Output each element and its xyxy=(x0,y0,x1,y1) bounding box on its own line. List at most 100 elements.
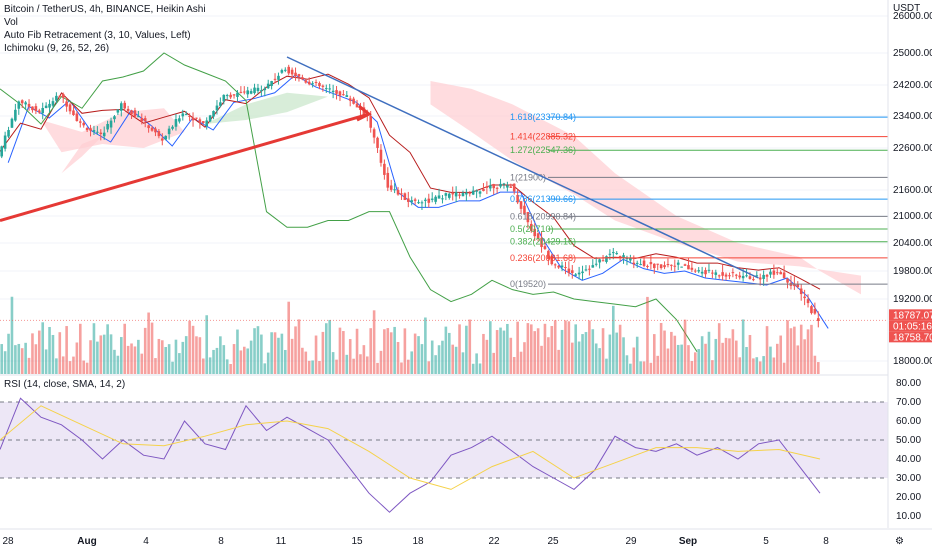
candle-body xyxy=(140,118,144,122)
volume-bar xyxy=(174,339,178,374)
candle-body xyxy=(324,88,328,90)
candle-body xyxy=(369,115,373,128)
candle-body xyxy=(635,262,639,264)
volume-bar xyxy=(191,325,195,374)
candle-body xyxy=(195,117,198,119)
candle-body xyxy=(529,223,533,231)
volume-bar xyxy=(263,363,267,374)
candle-body xyxy=(198,119,202,123)
candle-body xyxy=(379,149,383,163)
volume-bar xyxy=(601,328,605,374)
ichimoku-cloud-green xyxy=(205,92,328,124)
candle-body xyxy=(584,269,588,271)
volume-bar xyxy=(434,355,437,374)
price-tick-label: 19800.00 xyxy=(893,266,932,277)
axis-settings-icon[interactable]: ⚙ xyxy=(895,536,904,547)
volume-bar xyxy=(126,345,130,374)
rsi-tick-label: 60.00 xyxy=(896,416,921,427)
candle-body xyxy=(492,184,496,189)
volume-bar xyxy=(441,340,444,374)
volume-bar xyxy=(150,322,154,374)
volume-bar xyxy=(140,353,144,374)
candle-body xyxy=(775,272,779,274)
candle-body xyxy=(816,318,820,321)
volume-bar xyxy=(717,323,721,374)
volume-bar xyxy=(44,349,48,374)
red-trendline[interactable] xyxy=(0,112,370,222)
candle-body xyxy=(321,85,325,87)
candle-body xyxy=(646,265,649,267)
time-tick-label: 11 xyxy=(276,536,287,547)
candle-body xyxy=(447,193,451,198)
candle-body xyxy=(31,106,34,111)
rsi-tick-label: 10.00 xyxy=(896,511,921,522)
volume-bar xyxy=(359,354,362,374)
candle-body xyxy=(752,279,755,281)
candle-body xyxy=(287,66,291,74)
volume-bar xyxy=(594,343,598,374)
volume-bar xyxy=(687,345,690,374)
volume-bar xyxy=(328,319,332,374)
candle-body xyxy=(502,183,506,185)
candle-body xyxy=(393,189,396,191)
volume-bar xyxy=(393,326,396,374)
volume-bar xyxy=(444,326,448,374)
volume-bar xyxy=(348,339,352,374)
volume-bar xyxy=(471,363,475,374)
volume-bar xyxy=(96,341,99,374)
candle-body xyxy=(58,95,62,97)
volume-bar xyxy=(543,323,547,374)
candle-body xyxy=(290,69,294,75)
volume-bar xyxy=(690,361,694,374)
candle-body xyxy=(116,109,120,113)
volume-bar xyxy=(280,333,284,374)
candle-body xyxy=(434,196,437,202)
volume-bar xyxy=(143,327,147,374)
volume-bar xyxy=(113,349,116,374)
candle-body xyxy=(280,70,284,73)
volume-bar xyxy=(495,330,499,374)
candle-body xyxy=(471,190,475,195)
volume-bar xyxy=(670,331,673,374)
volume-bar xyxy=(714,338,718,374)
volume-bar xyxy=(0,344,4,374)
volume-bar xyxy=(765,326,769,374)
time-tick-label: 28 xyxy=(2,536,14,547)
candle-body xyxy=(779,272,783,275)
time-tick-label: 5 xyxy=(763,536,769,547)
volume-bar xyxy=(270,332,273,374)
time-tick-label: 18 xyxy=(412,536,424,547)
volume-bar xyxy=(106,324,109,374)
candle-body xyxy=(99,132,103,135)
candle-body xyxy=(711,272,714,274)
candle-body xyxy=(553,264,557,266)
volume-bar xyxy=(287,301,291,374)
fib-legend: Auto Fib Retracement (3, 10, Values, Lef… xyxy=(4,30,191,41)
volume-bar xyxy=(239,350,243,374)
candle-body xyxy=(304,80,308,83)
volume-bar xyxy=(369,328,373,374)
volume-bar xyxy=(222,345,226,374)
ichimoku-cloud-red xyxy=(430,81,861,295)
candle-body xyxy=(810,306,813,314)
candle-body xyxy=(465,192,468,195)
fib-level-label: 0(19520) xyxy=(510,279,546,289)
candle-body xyxy=(509,186,513,188)
volume-bar xyxy=(588,320,591,374)
blue-trendline[interactable] xyxy=(286,56,759,279)
candle-body xyxy=(406,198,410,202)
volume-bar xyxy=(246,348,250,374)
candle-body xyxy=(338,91,342,96)
volume-bar xyxy=(533,331,537,374)
volume-bar xyxy=(195,336,198,374)
volume-bar xyxy=(389,332,393,374)
volume-bar xyxy=(27,357,31,374)
candle-body xyxy=(273,78,277,80)
volume-bar xyxy=(509,337,513,374)
volume-bar xyxy=(266,352,270,374)
volume-bar xyxy=(752,358,755,374)
volume-bar xyxy=(417,336,420,374)
volume-bar xyxy=(577,341,581,374)
candle-body xyxy=(242,91,246,93)
